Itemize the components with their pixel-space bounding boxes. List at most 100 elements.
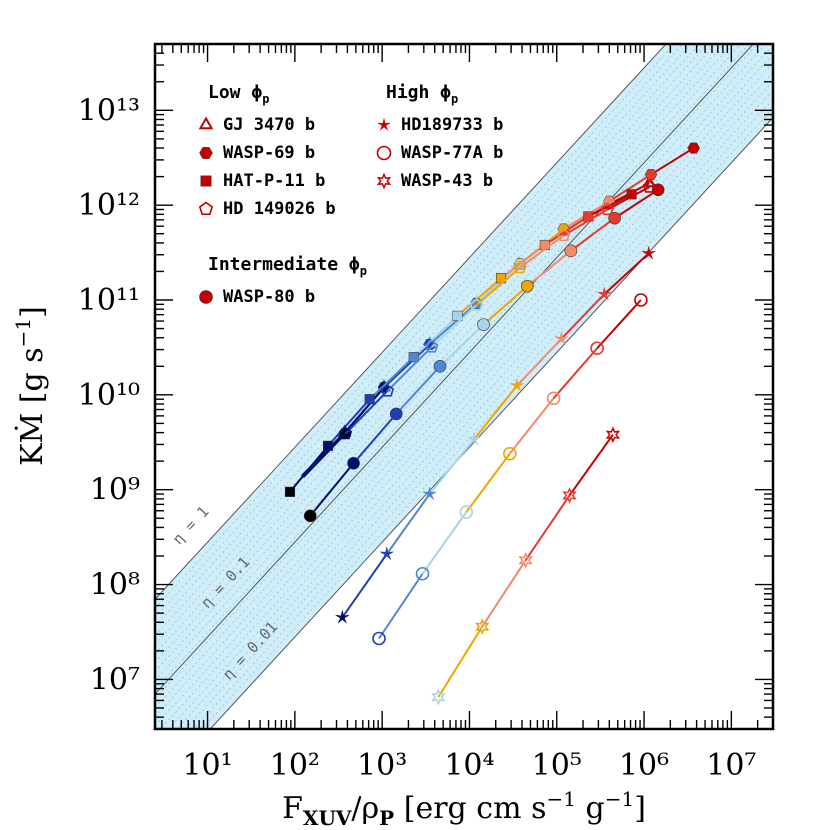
data-point — [642, 175, 657, 188]
x-tick-label: 10² — [270, 748, 320, 783]
y-tick-label: 10⁸ — [90, 568, 140, 603]
band-dotted-line — [155, 44, 692, 627]
series-segment — [378, 573, 424, 640]
data-point — [408, 352, 419, 363]
data-point — [644, 169, 658, 181]
series-hd189733-b — [335, 246, 656, 624]
series-segment — [500, 244, 546, 279]
legend-marker — [200, 175, 212, 187]
band-dotted-line — [155, 44, 700, 636]
data-point — [597, 287, 612, 301]
data-point — [284, 486, 296, 497]
data-point — [303, 509, 317, 523]
series-hd-149026-b — [302, 180, 657, 479]
band-dotted-line — [155, 44, 767, 708]
series-segment — [413, 315, 459, 358]
y-tick-label: 10⁹ — [90, 473, 140, 508]
legend-group-header: High ϕp — [386, 82, 458, 106]
series-segment — [524, 494, 571, 561]
series-segment — [568, 434, 614, 497]
data-point — [431, 688, 446, 706]
series-segment — [385, 493, 431, 555]
series-segment — [570, 217, 616, 252]
data-point — [380, 546, 394, 560]
band-dotted-line — [155, 44, 742, 681]
series-segment — [560, 293, 605, 340]
data-point — [557, 228, 571, 242]
series-segment — [481, 559, 527, 628]
series-segment — [516, 338, 563, 387]
series-segment — [456, 277, 502, 317]
legend-group-header: Intermediate ϕp — [208, 254, 367, 278]
legend-marker — [199, 147, 213, 159]
series-segment — [563, 208, 608, 237]
legend-marker — [376, 145, 392, 161]
legend-marker — [199, 290, 213, 304]
band-dotted-line — [155, 44, 759, 699]
legend-entry: GJ 3470 b — [223, 115, 315, 135]
series-segment — [475, 263, 521, 305]
legend-marker — [376, 172, 392, 190]
data-point — [335, 610, 350, 624]
series-segment — [343, 386, 385, 435]
series-segment — [428, 438, 475, 495]
series-segment — [606, 186, 650, 211]
band-dotted-line — [155, 44, 750, 690]
plot-frame — [153, 42, 775, 731]
data-point — [564, 244, 578, 258]
band-dotted-line — [168, 72, 773, 729]
series-segment — [519, 234, 565, 269]
series-wasp-80-b — [303, 183, 665, 523]
series-segment — [289, 445, 329, 493]
efficiency-line — [155, 44, 755, 695]
legend-entry: WASP-77A b — [401, 143, 503, 163]
data-point — [477, 318, 490, 331]
y-tick-label: 10¹⁰ — [78, 378, 140, 413]
data-point — [513, 260, 527, 274]
data-point — [608, 211, 621, 225]
series-wasp-43-b — [431, 426, 621, 706]
band-dotted-line — [201, 108, 773, 729]
series-segment — [395, 365, 441, 415]
series-segment — [302, 432, 347, 479]
series-segment — [596, 299, 642, 349]
series-segment — [482, 285, 528, 326]
data-point — [554, 331, 569, 345]
data-point — [642, 180, 657, 193]
legend-entry: HD189733 b — [401, 115, 503, 135]
legend-entry: HAT-P-11 b — [223, 171, 325, 191]
data-point — [415, 566, 430, 581]
series-segment — [552, 347, 598, 399]
series-segment — [473, 385, 518, 440]
data-point — [605, 426, 621, 444]
data-point — [518, 551, 533, 569]
series-segment — [603, 252, 650, 295]
series-segment — [386, 346, 433, 392]
x-tick-label: 10⁵ — [532, 748, 582, 783]
band-dotted-line — [155, 44, 709, 645]
band-dotted-line — [193, 99, 773, 729]
series-segment — [437, 626, 484, 698]
legend-marker — [198, 201, 214, 216]
series-segment — [428, 302, 478, 346]
legend-entry: WASP-69 b — [223, 143, 315, 163]
x-tick-label: 10⁶ — [619, 748, 669, 783]
series-segment — [344, 390, 389, 435]
data-point — [521, 279, 534, 293]
series-segment — [465, 453, 511, 513]
data-point — [422, 486, 437, 500]
efficiency-line — [155, 44, 667, 600]
x-tick-label: 10⁷ — [706, 748, 756, 783]
series-segment — [352, 413, 397, 464]
series-segment — [608, 173, 652, 203]
band-dotted-line — [155, 44, 734, 672]
x-tick-label: 10⁴ — [444, 748, 494, 783]
series-segment — [309, 462, 355, 517]
data-point — [590, 341, 604, 356]
data-point — [510, 378, 524, 392]
y-tick-label: 10⁷ — [90, 662, 140, 697]
band-dotted-line — [155, 44, 725, 663]
data-point — [634, 293, 648, 307]
data-point — [503, 446, 517, 461]
